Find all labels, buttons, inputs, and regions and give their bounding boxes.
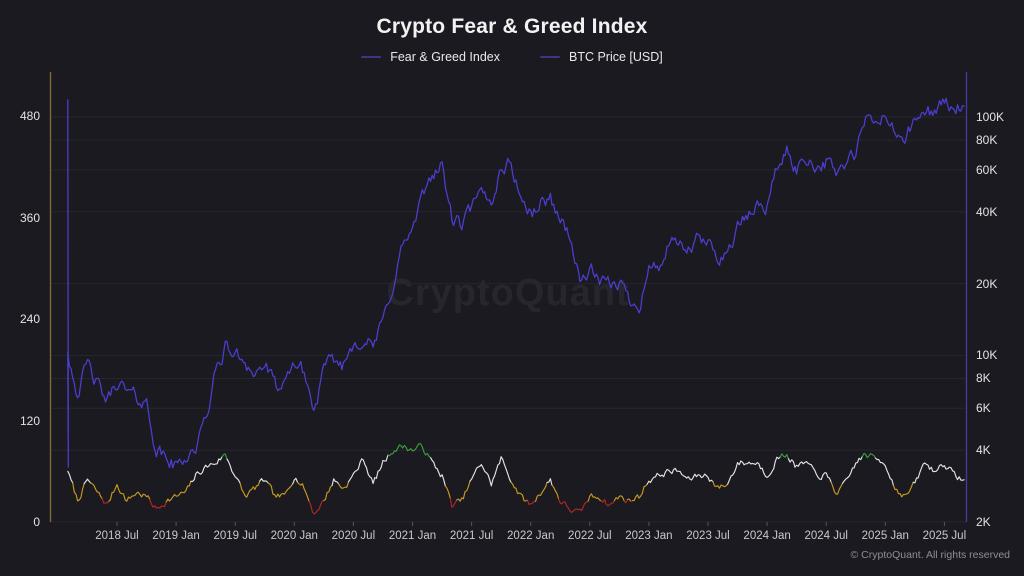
legend-label-btc-price: BTC Price [USD] bbox=[569, 50, 663, 64]
fear-greed-line-segment bbox=[627, 498, 632, 502]
fear-greed-line-segment bbox=[221, 453, 228, 460]
fear-greed-line-segment bbox=[149, 498, 167, 509]
fear-greed-line-segment bbox=[338, 481, 350, 489]
fear-greed-line-segment bbox=[779, 453, 789, 460]
fear-greed-line-segment bbox=[631, 483, 648, 502]
legend-item-fear-greed-index[interactable]: Fear & Greed Index bbox=[361, 50, 500, 64]
btc-price-line bbox=[67, 97, 965, 469]
fear-greed-line-segment bbox=[67, 470, 74, 484]
fear-greed-line-segment bbox=[387, 442, 432, 459]
cryptoquant-watermark: CryptoQuant bbox=[386, 272, 630, 314]
fear-greed-line-segment bbox=[449, 497, 458, 508]
fear-greed-line-segment bbox=[558, 498, 589, 514]
fear-greed-line-segment bbox=[587, 493, 602, 502]
legend: Fear & Greed Index BTC Price [USD] bbox=[0, 50, 1024, 64]
fear-greed-line-segment bbox=[535, 481, 548, 502]
fear-greed-line-segment bbox=[108, 484, 151, 502]
fear-greed-line-segment bbox=[347, 454, 389, 485]
fear-greed-line-segment bbox=[267, 482, 294, 498]
fear-greed-line-segment bbox=[259, 478, 269, 484]
copyright-footer: © CryptoQuant. All rights reserved bbox=[850, 549, 1010, 561]
fear-greed-line-segment bbox=[600, 498, 615, 507]
fear-greed-line-segment bbox=[787, 458, 832, 483]
fear-greed-line-segment bbox=[892, 481, 914, 498]
fear-greed-line-segment bbox=[190, 456, 223, 483]
chart-title: Crypto Fear & Greed Index bbox=[376, 15, 648, 38]
fear-greed-line-segment bbox=[323, 484, 333, 502]
legend-label-fear-greed: Fear & Greed Index bbox=[390, 50, 500, 64]
fear-greed-line-segment bbox=[444, 485, 451, 499]
fear-greed-line-segment bbox=[613, 495, 625, 502]
fear-greed-line-segment bbox=[861, 452, 876, 459]
fear-greed-line-segment bbox=[430, 457, 446, 487]
fear-greed-line-segment bbox=[72, 482, 85, 502]
fear-greed-line-segment bbox=[712, 481, 729, 489]
fear-greed-line-segment bbox=[239, 480, 261, 498]
fear-greed-line-segment bbox=[308, 499, 325, 515]
fear-greed-line-segment bbox=[551, 484, 560, 500]
fear-greed-line-segment bbox=[727, 456, 781, 485]
fear-greed-line-segment bbox=[101, 498, 110, 504]
fear-greed-line-segment bbox=[874, 457, 895, 487]
fear-greed-line-segment bbox=[646, 467, 714, 485]
fear-greed-line-segment bbox=[526, 499, 537, 506]
fear-greed-line-segment bbox=[226, 458, 241, 484]
fear-greed-line-segment bbox=[331, 478, 340, 487]
fear-greed-line-segment bbox=[83, 478, 92, 485]
fear-greed-line-segment bbox=[912, 462, 965, 484]
legend-line-marker-icon bbox=[540, 56, 560, 58]
legend-item-btc-price[interactable]: BTC Price [USD] bbox=[540, 50, 663, 64]
legend-line-marker-icon bbox=[361, 56, 382, 58]
fear-greed-line-segment bbox=[510, 481, 528, 502]
fear-greed-line-segment bbox=[623, 498, 629, 504]
fear-greed-line-segment bbox=[830, 481, 844, 495]
fear-greed-line-segment bbox=[456, 480, 471, 502]
fear-greed-line-segment bbox=[90, 482, 103, 500]
fear-greed-line-segment bbox=[469, 456, 512, 487]
fear-greed-line-segment bbox=[292, 477, 299, 485]
fear-greed-line-segment bbox=[842, 455, 863, 484]
fear-greed-line-segment bbox=[297, 481, 310, 502]
fear-greed-line-segment bbox=[165, 480, 192, 503]
fear-greed-line-segment bbox=[546, 478, 553, 486]
